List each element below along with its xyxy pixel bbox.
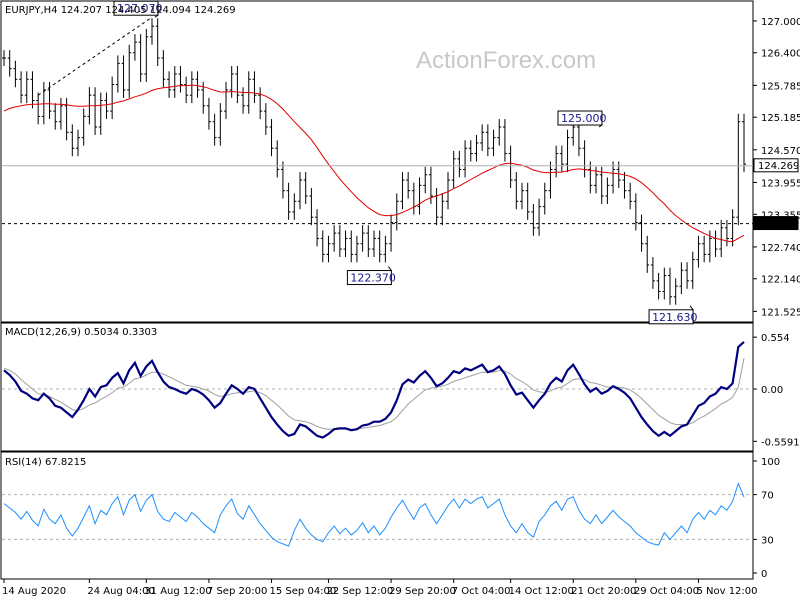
- price-tick-label: 122.140: [761, 275, 800, 286]
- price-annotation-pointer: [387, 266, 392, 271]
- macd-panel-title: MACD(12,26,9) 0.5034 0.3303: [5, 327, 157, 338]
- x-tick-label: 31 Aug 12:00: [144, 586, 211, 597]
- macd-tick-label: 0.554: [761, 333, 790, 344]
- price-tick-label: 127.000: [761, 17, 800, 28]
- y-axis-labels: 127.000 126.400 125.785 125.185 124.570 123.9…: [753, 17, 800, 580]
- price-tick-label: 125.785: [761, 81, 800, 92]
- price-annotation-box: [648, 309, 694, 325]
- price-tick-label: 123.355: [761, 210, 800, 221]
- price-tick-label: 126.400: [761, 49, 800, 60]
- rsi-panel-frame: [0, 451, 754, 580]
- price-annotation-box: [346, 270, 392, 286]
- price-annotation-label: 121.630: [652, 311, 698, 324]
- rsi-layer: [2, 481, 753, 547]
- price-annotation-label: 127.070: [117, 2, 163, 15]
- current-price-badge: [753, 158, 799, 173]
- rsi-tick-label: 100: [761, 457, 780, 468]
- x-tick-label: 14 Oct 12:00: [509, 586, 574, 597]
- price-annotation-box: [557, 110, 603, 126]
- rsi-tick-label: 0: [761, 569, 767, 580]
- macd-tick-label: -0.5591: [761, 437, 800, 448]
- rsi-tick-label: 30: [761, 535, 774, 546]
- macd-layer: [2, 341, 753, 439]
- support-level-badge: [753, 216, 799, 231]
- price-tick-label: 121.525: [761, 307, 800, 318]
- price-annotation-pointer: [598, 124, 603, 128]
- price-annotation-pointer: [154, 14, 159, 18]
- x-tick-label: 24 Aug 04:00: [87, 586, 154, 597]
- price-panel-title: EURJPY,H4 124.207 124.405 124.094 124.26…: [5, 5, 236, 16]
- x-tick-label: 7 Oct 04:00: [452, 586, 511, 597]
- macd-line: [3, 341, 745, 439]
- x-tick-label: 7 Sep 20:00: [207, 586, 267, 597]
- support-level-label: 123.180: [758, 219, 799, 230]
- price-tick-label: 125.185: [761, 113, 800, 124]
- price-panel-frame: [0, 0, 754, 323]
- price-tick-label: 122.740: [761, 243, 800, 254]
- macd-tick-label: 0.00: [761, 385, 783, 396]
- rsi-tick-label: 70: [761, 491, 774, 502]
- price-tick-label: 123.955: [761, 178, 800, 189]
- trendline: [37, 16, 153, 96]
- moving-average-line: [3, 84, 745, 243]
- x-tick-label: 14 Aug 2020: [2, 586, 66, 597]
- macd-signal-line: [3, 358, 745, 430]
- price-annotation-label: 122.370: [350, 272, 396, 285]
- price-annotation-pointer: [689, 305, 694, 311]
- macd-panel-frame: [0, 322, 754, 452]
- rsi-line: [3, 481, 745, 547]
- x-tick-label: 29 Sep 20:00: [389, 586, 456, 597]
- x-tick-label: 15 Sep 04:00: [270, 586, 337, 597]
- x-tick-label: 21 Oct 20:00: [571, 586, 636, 597]
- price-layer: 127.070 125.000 122.370 121.630: [2, 0, 753, 325]
- price-tick-label: 124.570: [761, 146, 800, 157]
- x-tick-label: 22 Sep 12:00: [326, 586, 393, 597]
- x-tick-label: 29 Oct 04:00: [634, 586, 699, 597]
- price-annotation-label: 125.000: [561, 112, 607, 125]
- watermark: ActionForex.com: [416, 47, 596, 74]
- rsi-panel-title: RSI(14) 67.8215: [5, 457, 86, 468]
- current-price-label: 124.269: [758, 161, 799, 172]
- price-annotation-box: [113, 0, 159, 16]
- x-tick-label: 5 Nov 12:00: [696, 586, 757, 597]
